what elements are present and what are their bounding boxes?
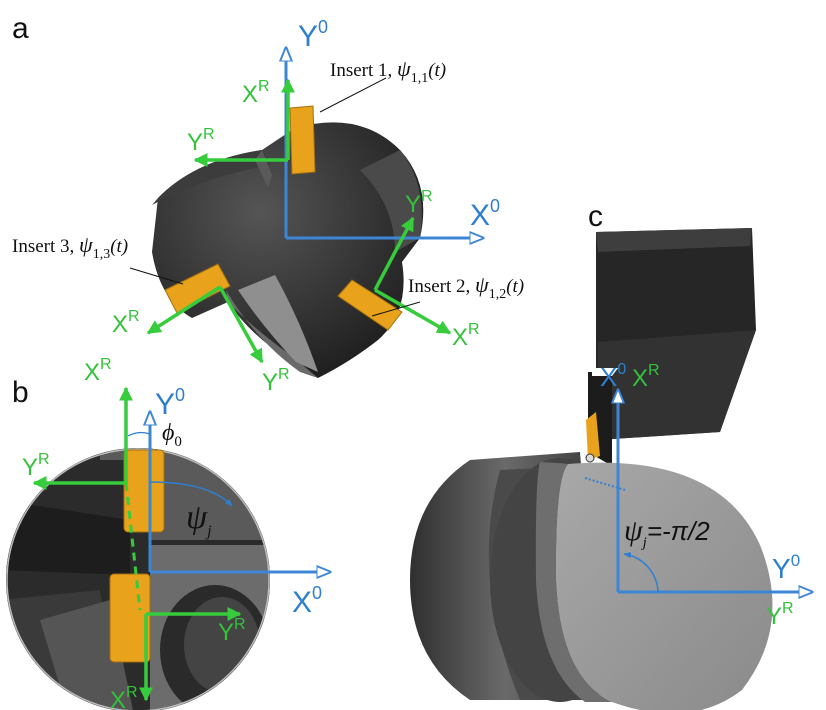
yr-label-b-top: YR (22, 451, 50, 481)
panel-label-b: b (12, 376, 29, 409)
label-insert2: Insert 2, ψ1,2(t) (408, 272, 524, 302)
yr-label-insert3: YR (262, 366, 290, 396)
x0-label-a: X0 (470, 196, 500, 232)
insert-3 (164, 263, 231, 314)
dashed-reference-line (124, 482, 142, 611)
psi-j-arc (149, 481, 233, 507)
yr-label-c: YR (766, 600, 794, 630)
insert-2 (337, 279, 403, 331)
yr-label-insert2: YR (405, 188, 433, 218)
yr-label-b-bottom: YR (218, 616, 246, 646)
xr-label-c: XR (632, 362, 660, 392)
workpiece-cylinder (410, 452, 773, 710)
label-insert3: Insert 3, ψ1,3(t) (12, 232, 128, 262)
xr-label-b-top: XR (84, 356, 112, 386)
callout-insert3 (129, 267, 184, 285)
y0-label-b: Y0 (155, 385, 185, 421)
xr-axis-insert2 (374, 288, 452, 335)
psi-j-arc-c (623, 552, 659, 593)
panel-label-c: c (588, 200, 603, 233)
yr-axis-insert3 (218, 286, 264, 364)
xr-label-insert3: XR (112, 308, 140, 338)
xr-label-insert2: XR (452, 321, 480, 351)
callout-insert2 (371, 301, 421, 317)
panel-label-a: a (12, 12, 29, 45)
insert-bottom-b (109, 573, 151, 663)
y0-label-c: Y0 (772, 551, 800, 584)
xr-axis-insert3 (146, 285, 221, 335)
xr-label-b-bottom: XR (110, 684, 138, 710)
chip-contact-marks (584, 477, 626, 491)
x0-label-c: X0 (600, 361, 626, 392)
callout-insert1 (319, 77, 387, 113)
x0-label-b: X0 (292, 583, 322, 619)
label-insert1: Insert 1, ψ1,1(t) (330, 56, 446, 86)
insert-top-b (123, 449, 165, 533)
psi-j-label-b: ψj (186, 499, 212, 540)
phi0-label: ϕ0 (162, 420, 182, 450)
xr-label-insert1: XR (242, 78, 270, 108)
turning-tool-holder (585, 228, 756, 466)
y0-label-a: Y0 (298, 17, 328, 53)
yr-label-insert1: YR (187, 126, 215, 156)
phi0-arc (127, 432, 151, 437)
psi-j-label-c: ψj=-π/2 (624, 514, 710, 551)
insert-1 (289, 105, 316, 175)
yr-axis-insert2 (373, 216, 415, 291)
